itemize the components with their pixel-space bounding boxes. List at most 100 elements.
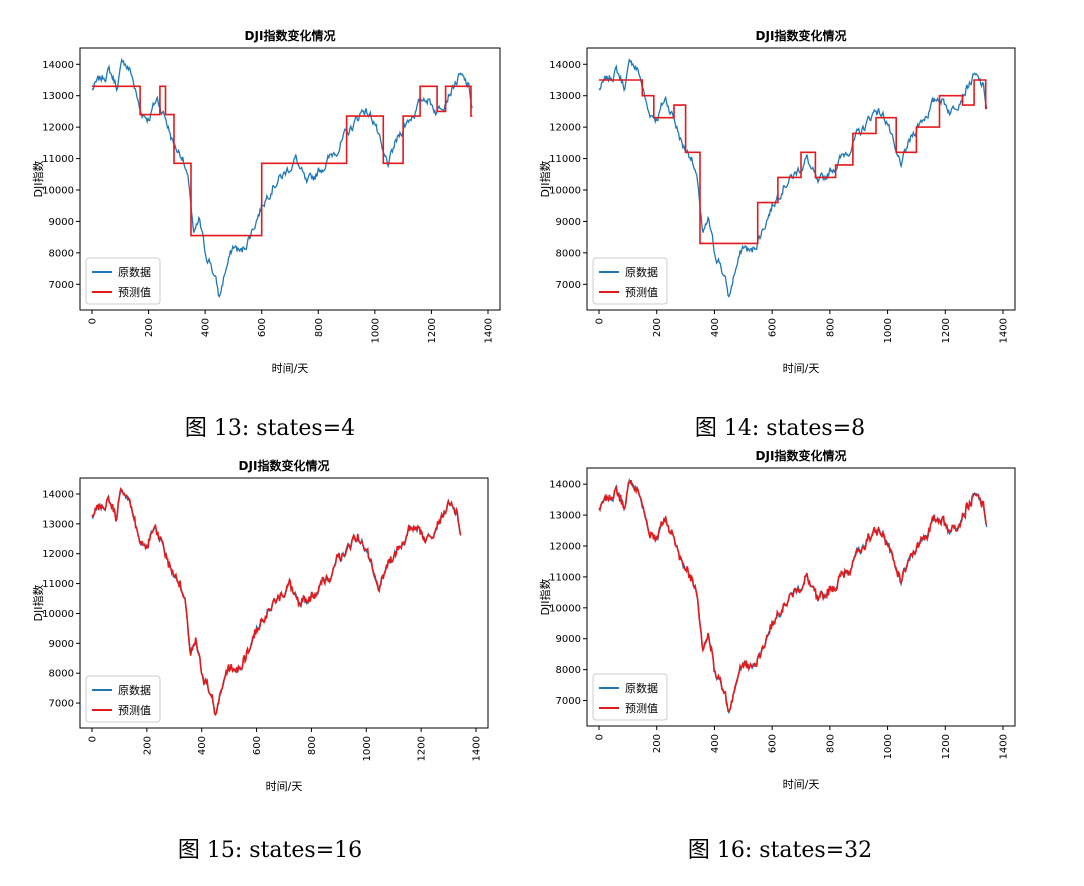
x-axis-label: 时间/天 [783,362,820,375]
plot-frame [79,47,501,311]
y-tick-label: 9000 [556,217,581,228]
y-tick-label: 12000 [549,123,581,134]
y-tick-label: 8000 [49,248,74,259]
legend-label-predicted: 预测值 [118,704,151,717]
chart-title: DJI指数变化情况 [245,28,336,43]
y-tick-label: 10000 [549,186,581,197]
y-tick-label: 11000 [42,579,74,590]
x-tick-label: 800 [314,318,325,337]
x-tick-label: 1200 [417,736,428,761]
chart-title: DJI指数变化情况 [239,458,330,473]
y-tick-label: 12000 [42,549,74,560]
chart-14: DJI指数变化情况7000800090001000011000120001300… [538,28,1016,375]
y-axis-label: DJI指数 [31,161,45,198]
y-tick-label: 12000 [42,123,74,134]
x-tick-label: 600 [257,318,268,337]
y-tick-label: 11000 [42,154,74,165]
y-axis-label: DJI指数 [538,161,552,198]
legend-label-predicted: 预测值 [625,286,658,299]
x-tick-label: 1000 [883,734,894,759]
y-tick-label: 10000 [42,609,74,620]
x-tick-label: 400 [197,736,208,755]
x-tick-label: 1400 [472,736,483,761]
plot-frame [586,47,1016,311]
x-tick-label: 1200 [941,734,952,759]
caption-number: 14: [723,416,760,441]
caption-number: 15: [206,838,243,863]
x-tick-label: 0 [595,734,606,740]
y-tick-label: 7000 [556,696,581,707]
y-tick-label: 7000 [49,699,74,710]
caption-13: 图 13: states=4 [130,410,410,442]
x-tick-label: 1400 [999,734,1010,759]
caption-14: 图 14: states=8 [640,410,920,442]
x-tick-label: 600 [768,734,779,753]
x-tick-label: 200 [142,736,153,755]
caption-prefix: 图 [694,416,717,441]
x-axis-label: 时间/天 [783,778,820,791]
caption-15: 图 15: states=16 [130,832,410,864]
chart-13: DJI指数变化情况7000800090001000011000120001300… [31,28,501,375]
y-tick-label: 14000 [42,489,74,500]
x-tick-label: 800 [825,318,836,337]
series-predicted-line [599,79,988,245]
x-tick-label: 0 [88,736,99,742]
y-tick-label: 8000 [556,665,581,676]
x-tick-label: 1400 [484,318,495,343]
y-tick-label: 9000 [49,639,74,650]
series-predicted-line [92,85,473,237]
chart-15: DJI指数变化情况7000800090001000011000120001300… [31,458,489,793]
figure-14: DJI指数变化情况 7000 8000 9000 10000 11000 12000 1300… [535,20,1025,400]
x-tick-label: 0 [88,318,99,324]
y-tick-label: 13000 [549,511,581,522]
caption-number: 16: [716,838,753,863]
y-axis-label: DJI指数 [31,585,45,622]
x-tick-label: 0 [595,318,606,324]
x-tick-label: 800 [307,736,318,755]
y-tick-label: 9000 [49,217,74,228]
x-tick-label: 200 [652,734,663,753]
legend-label-raw: 原数据 [625,265,658,279]
series-predicted-line [91,487,462,716]
x-tick-label: 200 [144,318,155,337]
series-raw-line [91,57,473,298]
x-axis-label: 时间/天 [272,362,309,375]
x-tick-label: 1000 [362,736,373,761]
caption-text: states=16 [249,838,363,863]
caption-16: 图 16: states=32 [640,832,920,864]
y-tick-label: 12000 [549,542,581,553]
caption-prefix: 图 [184,416,207,441]
y-tick-label: 13000 [42,91,74,102]
caption-text: states=32 [759,838,873,863]
y-tick-label: 7000 [49,280,74,291]
x-tick-label: 1400 [999,318,1010,343]
x-tick-label: 1200 [427,318,438,343]
series-raw-line [598,58,988,298]
y-tick-label: 14000 [42,60,74,71]
y-tick-label: 14000 [549,480,581,491]
y-tick-label: 10000 [549,603,581,614]
x-tick-label: 1000 [370,318,381,343]
y-tick-label: 10000 [42,186,74,197]
chart-title: DJI指数变化情况 [756,448,847,463]
x-tick-label: 600 [768,318,779,337]
x-tick-label: 400 [710,734,721,753]
caption-text: states=4 [256,416,356,441]
chart-title: DJI指数变化情况 [756,28,847,43]
plot-frame [79,477,489,729]
y-tick-label: 11000 [549,572,581,583]
legend-label-raw: 原数据 [118,265,151,279]
y-tick-label: 8000 [556,248,581,259]
x-tick-label: 400 [201,318,212,337]
caption-prefix: 图 [687,838,710,863]
y-tick-label: 9000 [556,634,581,645]
legend-label-predicted: 预测值 [118,286,151,299]
caption-text: states=8 [766,416,866,441]
y-tick-label: 7000 [556,280,581,291]
x-tick-label: 1000 [883,318,894,343]
legend-label-raw: 原数据 [625,681,658,695]
y-axis-label: DJI指数 [538,579,552,616]
x-tick-label: 200 [652,318,663,337]
y-tick-label: 13000 [42,519,74,530]
figure-13: DJI指数变化情况 7000 8000 9000 10000 11000 12000 1300… [30,20,510,400]
